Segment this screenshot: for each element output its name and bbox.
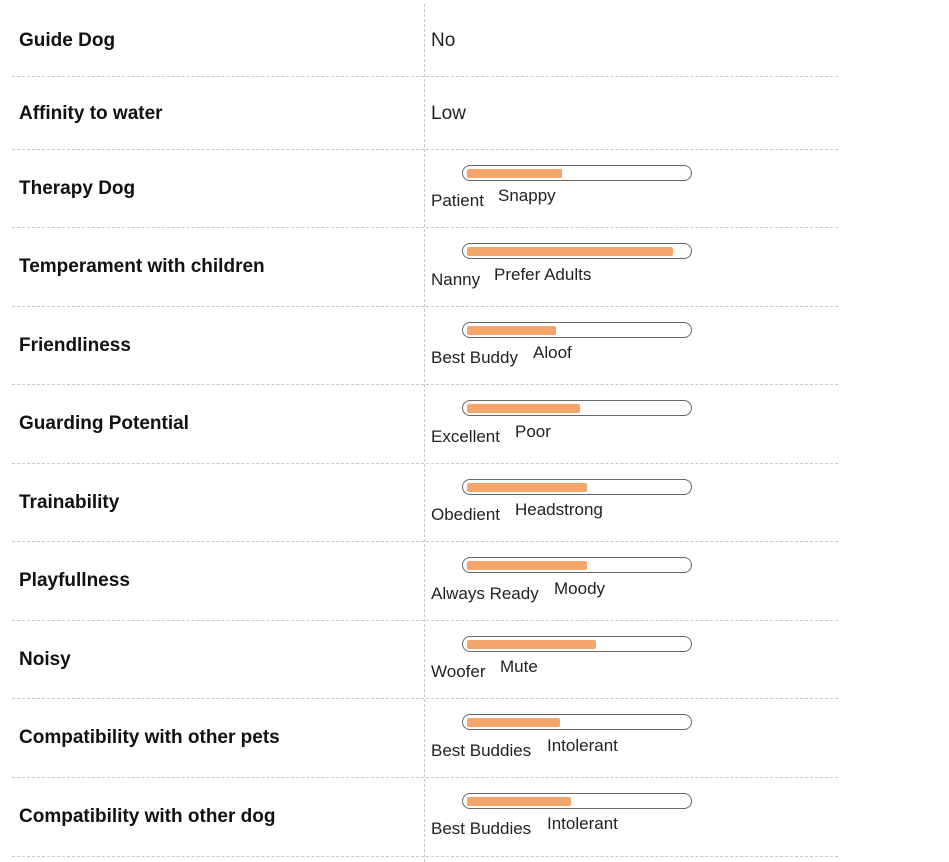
row-label: Friendliness: [19, 335, 131, 356]
row-label: Therapy Dog: [19, 178, 136, 199]
meter-left-caption: Obedient: [431, 505, 500, 524]
table-row-affinity-to-water: Affinity to water Low: [12, 77, 838, 150]
trait-meter: [462, 557, 692, 573]
meter-fill: [467, 718, 560, 727]
meter-right-caption: Intolerant: [547, 736, 618, 755]
meter-left-caption: Excellent: [431, 427, 500, 446]
meter-left-caption: Best Buddies: [431, 819, 532, 838]
meter-left-caption: Woofer: [431, 662, 486, 681]
trait-meter: [462, 400, 692, 416]
trait-meter: [462, 165, 692, 181]
trait-meter: [462, 793, 692, 809]
meter-right-caption: Headstrong: [515, 500, 603, 519]
meter-left-caption: Nanny: [431, 270, 481, 289]
table-row-trainability: Trainability Obedient Headstrong: [12, 464, 838, 542]
meter-fill: [467, 483, 587, 492]
table-row-guarding-potential: Guarding Potential Excellent Poor: [12, 385, 838, 464]
meter-fill: [467, 640, 596, 649]
row-label: Guarding Potential: [19, 413, 189, 434]
meter-fill: [467, 326, 556, 335]
row-label: Compatibility with other dog: [19, 806, 276, 827]
meter-fill: [467, 561, 587, 570]
row-label: Affinity to water: [19, 103, 163, 124]
table-row-compatibility-with-other-pets: Compatibility with other pets Best Buddi…: [12, 699, 838, 778]
trait-meter: [462, 479, 692, 495]
trait-meter: [462, 636, 692, 652]
table-row-therapy-dog: Therapy Dog Patient Snappy: [12, 150, 838, 228]
row-label: Playfullness: [19, 570, 130, 591]
meter-left-caption: Best Buddy: [431, 348, 518, 367]
table-row-playfullness: Playfullness Always Ready Moody: [12, 542, 838, 621]
table-row-friendliness: Friendliness Best Buddy Aloof: [12, 307, 838, 385]
column-divider: [424, 4, 425, 862]
row-value: Low: [431, 103, 466, 124]
meter-fill: [467, 247, 673, 256]
trait-meter: [462, 714, 692, 730]
table-row-compatibility-with-other-dog: Compatibility with other dog Best Buddie…: [12, 778, 838, 857]
meter-right-caption: Moody: [554, 579, 606, 598]
row-label: Guide Dog: [19, 30, 116, 51]
table-row-noisy: Noisy Woofer Mute: [12, 621, 838, 699]
table-row-guide-dog: Guide Dog No: [12, 4, 838, 77]
trait-meter: [462, 243, 692, 259]
row-value: No: [431, 30, 456, 51]
row-label: Compatibility with other pets: [19, 727, 280, 748]
row-label: Trainability: [19, 492, 120, 513]
meter-right-caption: Poor: [515, 422, 551, 441]
table-row-temperament-with-children: Temperament with children Nanny Prefer A…: [12, 228, 838, 307]
meter-left-caption: Best Buddies: [431, 741, 532, 760]
row-label: Temperament with children: [19, 256, 265, 277]
meter-left-caption: Always Ready: [431, 584, 539, 603]
meter-right-caption: Mute: [500, 657, 538, 676]
meter-fill: [467, 797, 571, 806]
meter-right-caption: Intolerant: [547, 814, 618, 833]
meter-right-caption: Prefer Adults: [494, 265, 592, 284]
meter-right-caption: Aloof: [533, 343, 572, 362]
trait-meter: [462, 322, 692, 338]
row-label: Noisy: [19, 649, 71, 670]
meter-left-caption: Patient: [431, 191, 484, 210]
meter-fill: [467, 404, 580, 413]
meter-right-caption: Snappy: [498, 186, 556, 205]
meter-fill: [467, 169, 562, 178]
